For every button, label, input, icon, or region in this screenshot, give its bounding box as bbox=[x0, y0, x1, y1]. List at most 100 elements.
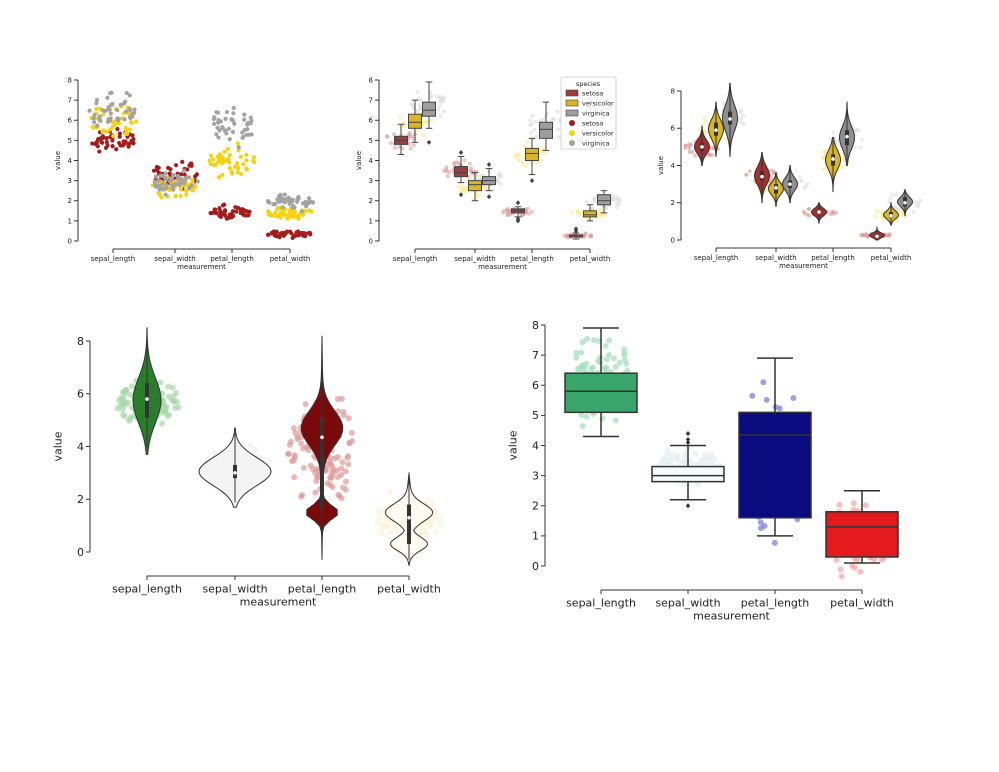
swarm-point bbox=[242, 127, 248, 132]
x-axis-label: measurement bbox=[177, 263, 226, 271]
swarm-point bbox=[800, 179, 804, 184]
swarm-point bbox=[436, 107, 441, 112]
box-outlier bbox=[458, 192, 464, 198]
box-outlier bbox=[529, 178, 535, 184]
swarm-point bbox=[798, 175, 802, 180]
violin-iqr bbox=[320, 417, 324, 510]
swarm-point bbox=[154, 164, 159, 170]
swarm-point bbox=[598, 207, 603, 212]
x-tick-label: sepal_width bbox=[454, 255, 495, 263]
swarm-point bbox=[103, 145, 109, 151]
swarm-point bbox=[455, 160, 460, 165]
swarm-point bbox=[680, 481, 687, 488]
swarm-point bbox=[408, 146, 413, 151]
y-tick-label: 5 bbox=[532, 409, 539, 422]
swarm-point bbox=[239, 171, 244, 177]
legend-swatch bbox=[565, 99, 579, 107]
swarm-point bbox=[897, 207, 901, 212]
swarm-point bbox=[127, 414, 134, 421]
swarm-point bbox=[437, 520, 444, 527]
swarm-point bbox=[911, 210, 916, 215]
y-tick-label: 2 bbox=[532, 500, 539, 513]
swarm-point bbox=[515, 153, 520, 158]
swarm-point bbox=[212, 121, 217, 127]
swarm-point bbox=[831, 130, 836, 135]
swarm-point bbox=[415, 90, 420, 95]
x-axis-label: measurement bbox=[240, 595, 317, 608]
swarm-point bbox=[853, 145, 858, 150]
swarm-point bbox=[296, 194, 301, 199]
swarm-point bbox=[115, 107, 120, 113]
swarm-point bbox=[120, 143, 125, 148]
swarm-point bbox=[894, 218, 899, 223]
swarm-point bbox=[526, 139, 531, 144]
y-tick-label: 7 bbox=[369, 97, 373, 105]
swarm-point bbox=[221, 211, 226, 216]
swarm-point bbox=[166, 165, 171, 170]
swarm-point bbox=[119, 389, 126, 396]
swarm-point bbox=[178, 172, 184, 177]
swarm-point bbox=[220, 172, 225, 177]
swarm-point bbox=[105, 95, 110, 100]
swarm-point bbox=[437, 103, 442, 108]
legend-swatch bbox=[565, 89, 579, 97]
swarm-point bbox=[164, 412, 171, 419]
swarm-point bbox=[223, 128, 228, 133]
swarm-point bbox=[283, 197, 288, 202]
swarm-point bbox=[617, 201, 622, 206]
swarm-point bbox=[177, 182, 182, 187]
swarm-point bbox=[415, 109, 420, 114]
swarm-point bbox=[340, 412, 347, 419]
swarm-point bbox=[238, 154, 243, 159]
swarm-point bbox=[216, 159, 221, 165]
swarm-point bbox=[163, 176, 168, 181]
swarm-point bbox=[502, 208, 507, 213]
x-tick-label: sepal_length bbox=[566, 597, 636, 610]
swarm-point bbox=[664, 450, 671, 457]
swarm-point bbox=[612, 363, 619, 370]
swarm-point bbox=[117, 121, 122, 126]
swarm-point bbox=[252, 446, 259, 453]
swarm-point bbox=[233, 205, 238, 210]
swarm-point bbox=[690, 150, 695, 154]
box-outlier bbox=[685, 430, 691, 436]
swarm-point bbox=[214, 110, 219, 115]
swarm-point bbox=[225, 146, 230, 152]
swarm-point bbox=[190, 188, 196, 193]
swarm-point bbox=[302, 231, 308, 236]
swarm-point bbox=[461, 189, 466, 194]
swarm-point bbox=[227, 137, 232, 142]
swarm-point bbox=[850, 500, 857, 507]
swarm-point bbox=[195, 179, 200, 184]
box-body bbox=[738, 411, 812, 519]
swarm-point bbox=[93, 141, 98, 147]
swarm-point bbox=[673, 455, 680, 462]
swarm-point bbox=[400, 146, 405, 151]
swarm-point bbox=[432, 529, 439, 536]
swarm-point bbox=[160, 186, 165, 191]
y-tick-label: 3 bbox=[369, 177, 373, 185]
swarm-point bbox=[278, 215, 283, 220]
y-tick-label: 6 bbox=[369, 117, 374, 125]
swarm-point bbox=[821, 167, 826, 172]
swarm-point bbox=[338, 465, 345, 472]
swarm-point bbox=[216, 117, 221, 123]
swarm-point bbox=[602, 342, 609, 349]
swarm-point bbox=[583, 360, 590, 367]
swarm-point bbox=[469, 166, 474, 171]
violin-green-chart: 0 2 4 6 8 sepal_length sepal_width petal_length… bbox=[51, 327, 444, 608]
swarm-point bbox=[270, 213, 275, 218]
swarm-point bbox=[181, 181, 187, 186]
y-tick-label: 5 bbox=[68, 137, 72, 145]
box-green-chart: 0 1 2 3 4 5 6 7 8 sepal_length sepal_width petal_le… bbox=[506, 319, 900, 622]
swarm-point bbox=[556, 135, 561, 140]
swarm-point bbox=[324, 461, 331, 468]
box-body bbox=[408, 113, 422, 129]
swarm-point bbox=[99, 139, 104, 145]
legend-entry: virginica bbox=[582, 140, 610, 148]
swarm-point bbox=[875, 209, 880, 214]
swarm-point bbox=[250, 488, 257, 495]
swarm-point bbox=[327, 481, 334, 488]
swarm-point bbox=[579, 366, 586, 373]
swarm-point bbox=[120, 411, 127, 418]
